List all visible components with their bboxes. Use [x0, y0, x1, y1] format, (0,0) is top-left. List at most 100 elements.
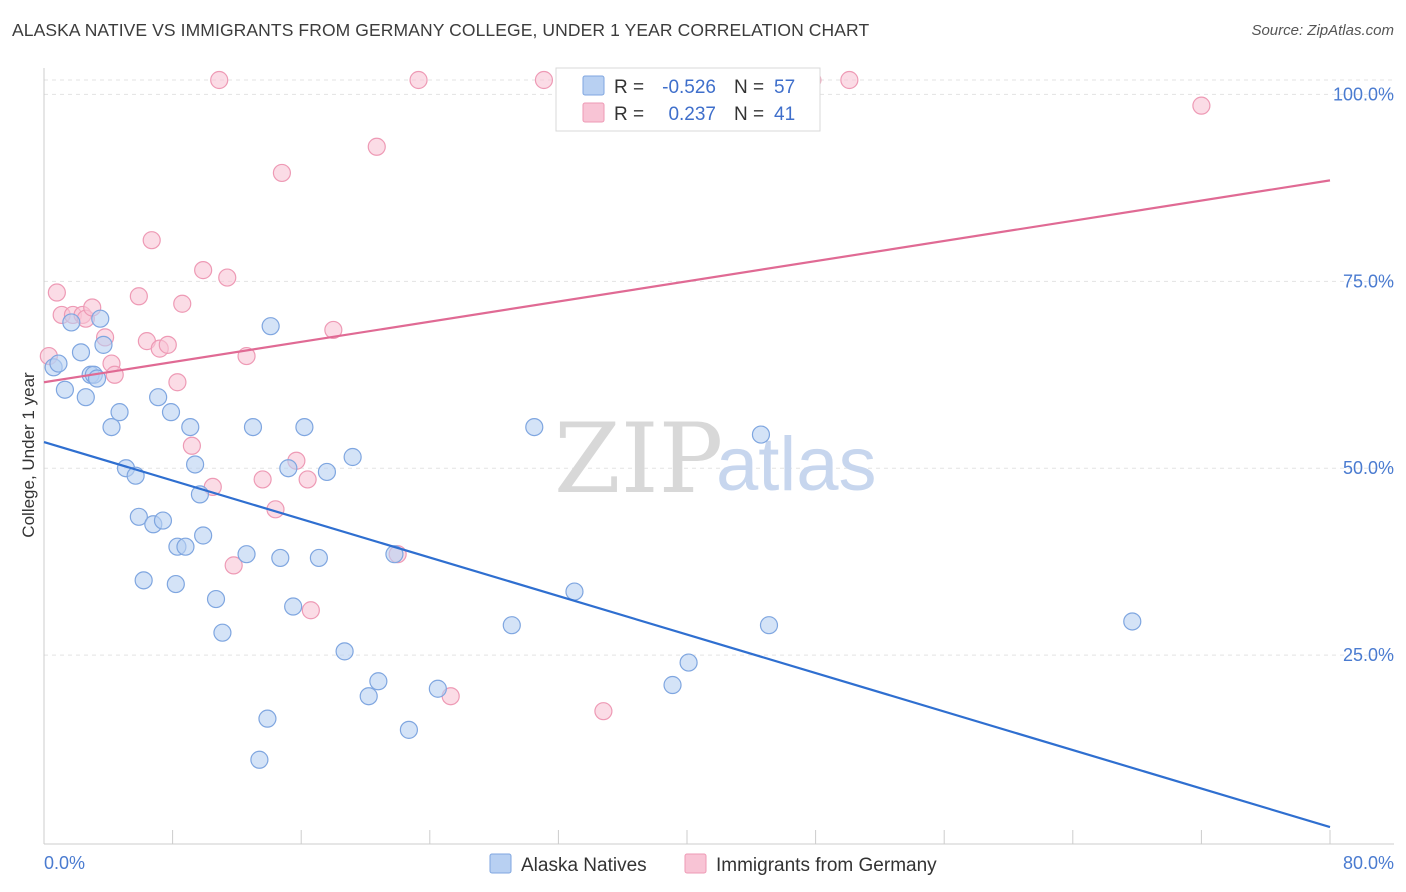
- alaska-natives-point: [161, 403, 181, 422]
- alaska-natives-point: [261, 317, 280, 336]
- stats-legend-n-label-germany: N =: [734, 104, 764, 125]
- alaska-natives-point: [317, 462, 337, 482]
- alaska-natives-point: [153, 511, 173, 530]
- y-tick-label: 100.0%: [1333, 84, 1394, 104]
- source-label: Source: ZipAtlas.com: [1251, 22, 1394, 39]
- immigrants-from-germany-point: [324, 320, 343, 340]
- stats-legend-swatch-germany: [582, 102, 605, 123]
- alaska-natives-point: [271, 548, 290, 568]
- alaska-natives-point: [250, 750, 269, 769]
- stats-legend-n-value-alaska: 57: [774, 77, 795, 98]
- legend-swatch-alaska-natives: [489, 853, 512, 874]
- y-tick-labels: 25.0% 50.0% 75.0% 100.0%: [1333, 84, 1394, 665]
- immigrants-from-germany-point: [218, 268, 237, 287]
- trendlines: [43, 179, 1331, 829]
- alaska-natives-point: [399, 720, 419, 739]
- legend-label-immigrants-from-germany: Immigrants from Germany: [716, 855, 937, 876]
- immigrants-from-germany-point: [534, 70, 554, 90]
- immigrants-from-germany-point: [194, 261, 213, 280]
- immigrants-from-germany-point: [409, 70, 428, 90]
- immigrants-from-germany-point: [182, 436, 201, 455]
- alaska-natives-point: [759, 616, 779, 635]
- immigrants-from-germany-point: [594, 702, 613, 721]
- alaska-natives-point: [176, 537, 195, 556]
- alaska-natives-point: [94, 335, 113, 354]
- legend-swatch-immigrants-from-germany: [684, 853, 707, 874]
- alaska-natives-point: [279, 459, 298, 478]
- series-immigrants-from-germany: [39, 70, 1211, 721]
- alaska-natives-point: [258, 709, 277, 728]
- stats-legend-swatch-alaska: [582, 75, 605, 96]
- alaska-natives-point: [679, 653, 698, 672]
- immigrants-from-germany-point: [367, 137, 386, 156]
- alaska-natives-point: [181, 417, 200, 437]
- watermark: ZIP atlas: [554, 403, 877, 515]
- alaska-natives-point: [335, 642, 354, 661]
- immigrants-from-germany-point: [142, 231, 161, 250]
- alaska-natives-point: [428, 679, 447, 698]
- alaska-natives-point: [359, 687, 378, 706]
- stats-legend-r-label-germany: R =: [614, 104, 644, 125]
- immigrants-from-germany-point: [105, 365, 124, 384]
- alaska-natives-point: [309, 548, 328, 568]
- alaska-natives-point: [71, 343, 91, 362]
- immigrants-from-germany-point: [840, 70, 859, 90]
- immigrants-from-germany-point: [129, 287, 148, 306]
- watermark-zip: ZIP: [554, 403, 723, 515]
- alaska-natives-point: [102, 417, 121, 437]
- alaska-natives-point: [751, 425, 771, 444]
- immigrants-from-germany-point: [272, 163, 292, 183]
- alaska-natives-point: [663, 675, 682, 695]
- immigrants-from-germany-point: [224, 556, 243, 575]
- y-tick-label: 50.0%: [1343, 458, 1394, 478]
- stats-legend: R = -0.526 N = 57 R = 0.237 N = 41: [555, 67, 821, 132]
- series-alaska-natives: [44, 309, 1142, 769]
- axes: [43, 68, 1394, 845]
- legend-label-alaska-natives: Alaska Natives: [521, 855, 647, 876]
- chart-title: ALASKA NATIVE VS IMMIGRANTS FROM GERMANY…: [12, 20, 870, 40]
- watermark-atlas: atlas: [716, 422, 877, 507]
- alaska-natives-point: [525, 417, 544, 437]
- alaska-natives-point: [194, 526, 213, 545]
- y-tick-label: 25.0%: [1343, 645, 1394, 665]
- y-axis-label: College, Under 1 year: [19, 372, 38, 538]
- immigrants-from-germany-point: [298, 470, 317, 489]
- alaska-natives-point: [129, 507, 148, 526]
- alaska-natives-point: [134, 571, 153, 590]
- alaska-natives-point: [284, 597, 303, 616]
- alaska-natives-point: [295, 417, 314, 437]
- alaska-natives-point: [49, 354, 68, 373]
- immigrants-from-germany-point: [168, 373, 187, 392]
- stats-legend-r-value-germany: 0.237: [668, 104, 716, 125]
- stats-legend-n-value-germany: 41: [774, 104, 795, 125]
- immigrants-from-germany-point: [158, 335, 177, 354]
- immigrants-from-germany-point: [210, 70, 229, 90]
- stats-legend-n-label-alaska: N =: [734, 77, 764, 98]
- alaska-natives-point: [206, 589, 226, 609]
- alaska-natives-point: [55, 380, 74, 399]
- alaska-natives-point: [62, 313, 81, 332]
- alaska-natives-point: [369, 672, 388, 691]
- alaska-natives-point: [385, 545, 404, 564]
- x-tick-label-max: 80.0%: [1343, 853, 1394, 873]
- stats-legend-r-value-alaska: -0.526: [662, 77, 716, 98]
- alaska-natives-point: [166, 574, 185, 594]
- alaska-natives-point: [565, 582, 584, 601]
- alaska-natives-point: [110, 403, 129, 422]
- immigrants-from-germany-point: [1192, 96, 1211, 115]
- alaska-natives-point: [343, 447, 362, 467]
- immigrants-from-germany-point: [253, 470, 272, 489]
- immigrants-from-germany-point: [173, 294, 192, 313]
- series-legend: Alaska Natives Immigrants from Germany: [489, 853, 937, 876]
- alaska-natives-point: [237, 545, 256, 564]
- alaska-natives-point: [91, 309, 110, 328]
- alaska-natives-point: [1123, 612, 1142, 631]
- immigrants-from-germany-trendline: [43, 179, 1331, 384]
- alaska-natives-point: [243, 417, 263, 437]
- alaska-natives-point: [149, 388, 168, 407]
- alaska-natives-point: [213, 623, 232, 642]
- alaska-natives-point: [76, 388, 95, 407]
- immigrants-from-germany-point: [47, 283, 66, 302]
- alaska-natives-trendline: [43, 440, 1331, 829]
